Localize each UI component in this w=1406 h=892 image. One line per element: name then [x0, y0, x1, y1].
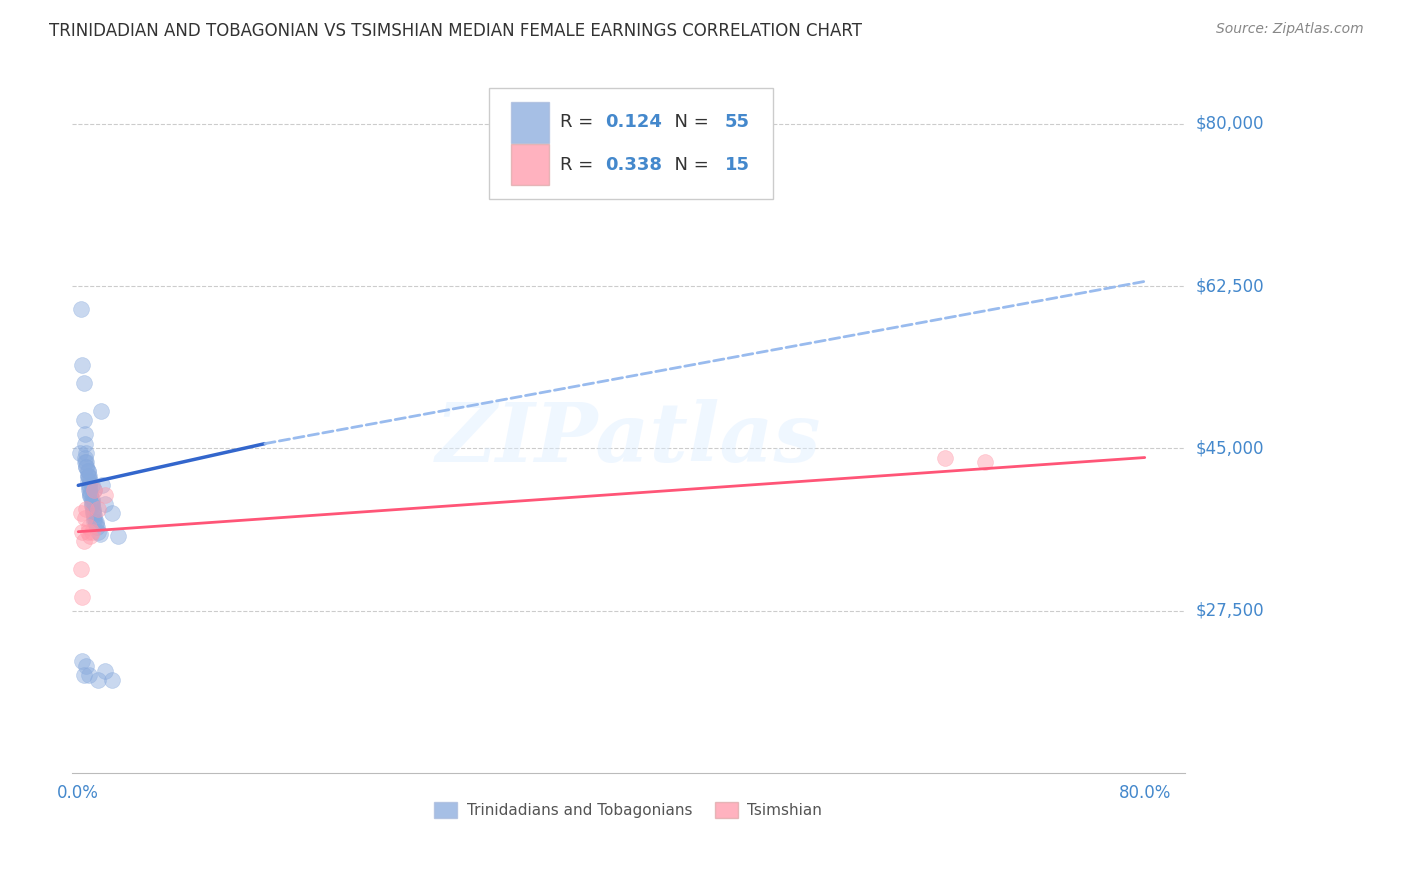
Text: N =: N = [662, 113, 714, 131]
Point [75, 459, 97, 474]
Point [87, 501, 110, 516]
Point [76, 469, 98, 483]
Text: $27,500: $27,500 [1197, 601, 1264, 620]
Text: 0.338: 0.338 [605, 156, 662, 174]
Point [70, 302, 93, 317]
Point [80, 492, 103, 507]
Point [84, 517, 107, 532]
Point [72, 668, 94, 682]
Point [87, 673, 110, 687]
Point [79, 529, 101, 543]
Text: 0.124: 0.124 [605, 113, 662, 131]
Point [94, 497, 117, 511]
Point [79, 485, 101, 500]
Text: R =: R = [560, 113, 599, 131]
Point [82, 501, 104, 516]
Point [107, 529, 129, 543]
Text: Source: ZipAtlas.com: Source: ZipAtlas.com [1216, 22, 1364, 37]
Point [77, 668, 100, 682]
Point [84, 516, 107, 530]
Point [77, 483, 100, 497]
Text: $45,000: $45,000 [1197, 439, 1264, 458]
Point [77, 480, 100, 494]
Point [87, 524, 110, 539]
Point [75, 455, 97, 469]
Point [80, 495, 103, 509]
Point [72, 358, 94, 372]
Point [79, 490, 101, 504]
Point [79, 488, 101, 502]
Point [70, 562, 93, 576]
Legend: Trinidadians and Tobagonians, Tsimshian: Trinidadians and Tobagonians, Tsimshian [429, 796, 828, 824]
Point [75, 459, 97, 474]
Point [75, 659, 97, 673]
Point [94, 488, 117, 502]
Point [80, 478, 103, 492]
Point [77, 469, 100, 483]
Point [80, 497, 103, 511]
Point [82, 504, 104, 518]
Text: TRINIDADIAN AND TOBAGONIAN VS TSIMSHIAN MEDIAN FEMALE EARNINGS CORRELATION CHART: TRINIDADIAN AND TOBAGONIAN VS TSIMSHIAN … [49, 22, 862, 40]
Point [73, 455, 96, 469]
Point [94, 664, 117, 678]
Text: 55: 55 [725, 113, 749, 131]
Point [72, 413, 94, 427]
FancyBboxPatch shape [512, 145, 550, 186]
Point [80, 499, 103, 513]
Point [72, 533, 94, 548]
Point [86, 520, 108, 534]
Point [70, 506, 93, 520]
Text: ZIPatlas: ZIPatlas [436, 399, 821, 479]
Point [75, 446, 97, 460]
Point [77, 520, 100, 534]
Point [80, 524, 103, 539]
Text: $62,500: $62,500 [1197, 277, 1264, 295]
Point [76, 465, 98, 479]
Point [91, 478, 114, 492]
Point [83, 483, 105, 497]
Point [89, 526, 111, 541]
Point [100, 506, 122, 520]
Point [83, 514, 105, 528]
Point [76, 524, 98, 539]
Point [82, 506, 104, 520]
Point [73, 427, 96, 442]
Point [73, 436, 96, 450]
Point [76, 465, 98, 479]
Point [90, 404, 112, 418]
Point [77, 478, 100, 492]
Point [72, 655, 94, 669]
Text: 15: 15 [725, 156, 749, 174]
Text: N =: N = [662, 156, 714, 174]
Point [934, 450, 956, 465]
Point [76, 474, 98, 488]
Point [72, 376, 94, 391]
FancyBboxPatch shape [512, 102, 550, 143]
Text: $80,000: $80,000 [1197, 115, 1264, 133]
Text: R =: R = [560, 156, 599, 174]
Point [69, 446, 91, 460]
Point [76, 469, 98, 483]
Point [100, 673, 122, 687]
Point [73, 450, 96, 465]
Point [83, 510, 105, 524]
Point [72, 590, 94, 604]
FancyBboxPatch shape [489, 88, 773, 199]
Point [75, 501, 97, 516]
Point [73, 510, 96, 524]
Point [79, 474, 101, 488]
Point [83, 483, 105, 497]
Point [83, 508, 105, 522]
Point [973, 455, 995, 469]
Point [72, 524, 94, 539]
